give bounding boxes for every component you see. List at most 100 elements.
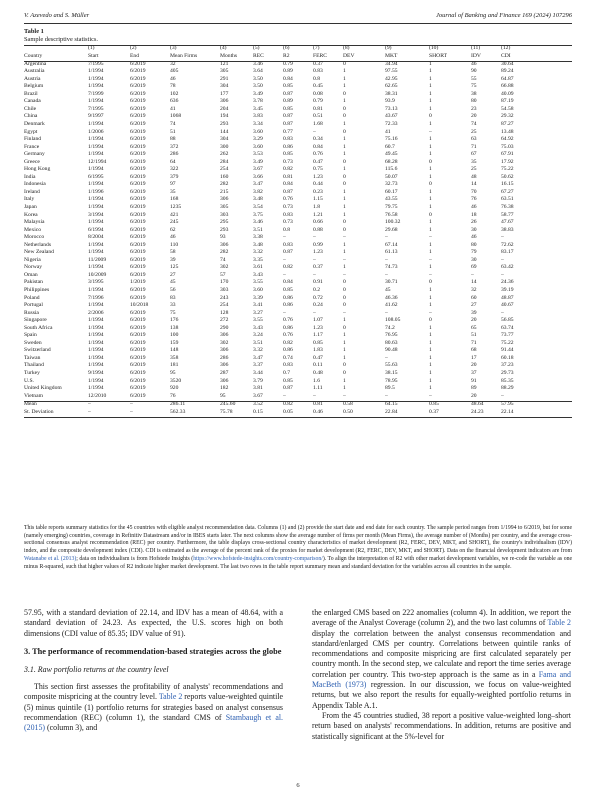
table-cell-5: 3.67: [253, 166, 263, 173]
table-cell-5: 3.35: [253, 256, 263, 263]
table-cell-6: 0.7: [283, 370, 290, 377]
summary-cell-1: –: [88, 401, 91, 408]
table-cell-0: Philippines: [24, 287, 50, 293]
table-cell-6: 0.87: [283, 90, 293, 97]
table-cell-1: 1/1996: [88, 188, 104, 195]
table-cell-0: Korea: [24, 211, 38, 218]
table-cell-8: 0: [343, 370, 346, 377]
table-cell-9: –: [385, 392, 388, 399]
table-cell-12: 76.38: [501, 203, 514, 210]
table-cell-2: 6/2019: [130, 317, 146, 324]
table-cell-9: 75.16: [385, 136, 398, 143]
table-cell-7: 0.8: [313, 75, 320, 82]
table-cell-10: 1: [429, 302, 432, 309]
table-cell-7: 1.68: [313, 120, 323, 127]
table-cell-10: 1: [429, 385, 432, 392]
table-cell-11: 69: [471, 264, 477, 271]
table-row: Oman 10/2009 6/2019 27 57 3.43 – – – – – – –: [24, 272, 572, 280]
table-cell-0: Japan: [24, 203, 37, 210]
watanabe-citation-link[interactable]: Watanabe et al. (2013): [24, 555, 77, 562]
table-cell-0: Singapore: [24, 317, 47, 324]
summary-cell-10: 0.85: [429, 401, 439, 408]
table-cell-4: 282: [220, 249, 229, 256]
table-cell-1: 1/2006: [88, 128, 104, 135]
table-cell-1: 1/1994: [88, 354, 104, 361]
table-cell-3: 245: [170, 219, 179, 226]
table-cell-10: 1: [429, 339, 432, 346]
table-cell-1: 6/1995: [88, 173, 104, 180]
table-cell-3: 148: [170, 347, 179, 354]
table-cell-10: 1: [429, 377, 432, 384]
table-cell-8: 0: [343, 362, 346, 369]
table-cell-12: 88.29: [501, 385, 514, 392]
table-cell-8: 1: [343, 151, 346, 158]
table-cell-10: 1: [429, 196, 432, 203]
table-cell-4: 93: [220, 234, 226, 241]
table-cell-7: 0.44: [313, 181, 323, 188]
table-cell-6: 0.83: [283, 136, 293, 143]
table-row: U.S. 1/1994 6/2019 3520 306 3.79 0.85 1.6 1 78.95…: [24, 378, 572, 386]
table-cell-0: Spain: [24, 332, 37, 339]
table-cell-12: 47.67: [501, 219, 514, 226]
table-cell-4: 194: [220, 113, 229, 120]
table-cell-10: –: [429, 309, 432, 316]
table-cell-0: Oman: [24, 271, 38, 278]
table-cell-0: Pakistan: [24, 279, 43, 286]
table-row: New Zealand 1/1994 6/2019 58 282 3.32 0.87 1.23…: [24, 249, 572, 257]
table-cell-12: 37.23: [501, 362, 514, 369]
table-cell-5: 3.43: [253, 324, 263, 331]
table-cell-10: 1: [429, 203, 432, 210]
table-cell-12: 91.44: [501, 347, 514, 354]
table-cell-6: 0.85: [283, 287, 293, 293]
table-cell-12: 29.32: [501, 113, 514, 120]
table-cell-4: 291: [220, 75, 229, 82]
table-cell-5: 3.61: [253, 264, 263, 271]
table-cell-0: Germany: [24, 151, 45, 158]
table-cell-11: 80: [471, 241, 477, 248]
table-top-rule: [24, 45, 572, 46]
table-cell-0: Thailand: [24, 362, 44, 369]
table-cell-6: 0.87: [283, 188, 293, 195]
table-cell-2: 6/2019: [130, 188, 146, 195]
table-cell-1: 1/1994: [88, 385, 104, 392]
table-cell-11: 17: [471, 354, 477, 361]
hofstede-url-link[interactable]: https://www.hofstede-insights.com/countr…: [193, 555, 323, 562]
table-cell-8: –: [343, 271, 346, 278]
table-cell-3: 76: [170, 392, 176, 399]
column-number-3: (3): [170, 45, 177, 51]
table-row: Thailand 1/1994 6/2019 181 306 3.37 0.83 0.11 0 5…: [24, 362, 572, 370]
table-cell-8: 1: [343, 241, 346, 248]
table-row: Italy 1/1994 6/2019 168 306 3.48 0.76 1.15 1 43.5…: [24, 196, 572, 204]
left-paragraph-2: This section first assesses the profitab…: [24, 682, 283, 733]
table-cell-3: 95: [170, 370, 176, 377]
table-cell-4: 282: [220, 181, 229, 188]
table-cell-10: 1: [429, 143, 432, 150]
table-cell-0: United Kingdom: [24, 385, 62, 392]
table-cell-8: 1: [343, 98, 346, 105]
table-bottom-rule: [24, 417, 572, 418]
table-cell-1: 1/1994: [88, 302, 104, 309]
table-cell-4: 144: [220, 128, 229, 135]
table-cell-10: 1: [429, 347, 432, 354]
table-cell-7: 1.6: [313, 377, 320, 384]
table-2-link-right[interactable]: Table 2: [547, 618, 571, 628]
table-cell-6: 0.86: [283, 294, 293, 301]
stambaugh-citation-link[interactable]: Stambaugh et al. (2015): [24, 712, 284, 733]
table-cell-8: 0: [343, 113, 346, 120]
table-cell-9: 108.05: [385, 317, 401, 324]
table-cell-11: 27: [471, 302, 477, 309]
table-cell-6: 0.82: [283, 166, 293, 173]
table-cell-3: 39: [170, 256, 176, 263]
table-cell-8: 0: [343, 181, 346, 188]
table-cell-3: 286: [170, 151, 179, 158]
fama-macbeth-citation-link[interactable]: Fama and MacBeth (1973): [312, 669, 571, 690]
table-row: Spain 1/1994 6/2019 100 306 3.24 0.76 1.17 1 76.9…: [24, 332, 572, 340]
table-cell-10: 1: [429, 219, 432, 226]
running-header: V. Azevedo and S. Müller Journal of Bank…: [24, 12, 572, 19]
table-cell-7: 0.47: [313, 158, 323, 165]
table-2-link[interactable]: Table 2: [158, 692, 183, 702]
table-cell-6: 0.73: [283, 158, 293, 165]
table-cell-8: 1: [343, 203, 346, 210]
table-cell-5: 3.27: [253, 309, 263, 316]
table-cell-8: 0: [343, 302, 346, 309]
